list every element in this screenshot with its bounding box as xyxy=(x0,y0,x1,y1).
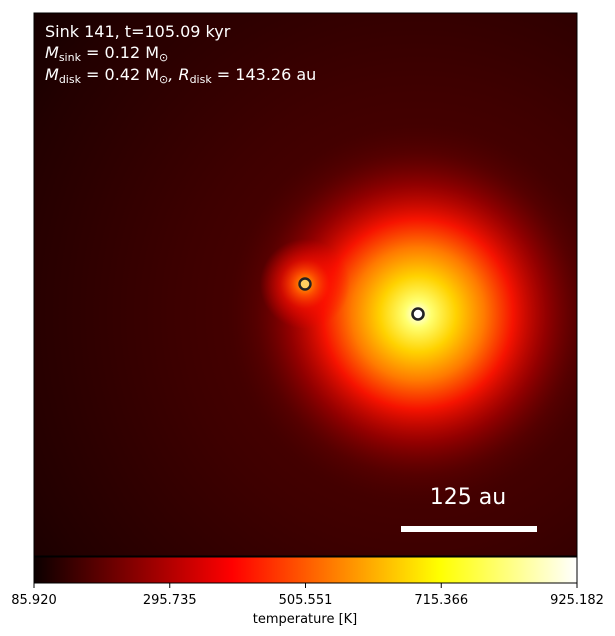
disk-mass-value: = 0.42 M xyxy=(81,65,159,84)
disk-info-label: Mdisk = 0.42 M⊙, Rdisk = 143.26 au xyxy=(45,65,316,86)
sink-mass-value: = 0.12 M xyxy=(81,43,159,62)
disk-radius-symbol: , R xyxy=(168,65,189,84)
secondary-sink-marker xyxy=(298,277,312,291)
sink-mass-symbol: M xyxy=(45,43,59,62)
colorbar-tick-label: 505.551 xyxy=(279,593,333,608)
primary-sink-marker xyxy=(411,307,425,321)
scalebar xyxy=(401,526,537,532)
sun-symbol-icon: ⊙ xyxy=(159,73,168,86)
disk-mass-subscript: disk xyxy=(59,73,82,86)
colorbar-gradient xyxy=(33,556,578,584)
colorbar-label: temperature [K] xyxy=(253,612,358,627)
sink-mass-label: Msink = 0.12 M⊙ xyxy=(45,43,168,64)
sink-title: Sink 141, t=105.09 kyr xyxy=(45,22,231,41)
temperature-map xyxy=(34,13,577,556)
disk-radius-subscript: disk xyxy=(190,73,213,86)
colorbar: 85.920 295.735 505.551 715.366 925.182 tempe… xyxy=(11,556,604,627)
plot-frame xyxy=(33,12,578,557)
disk-radius-value: = 143.26 au xyxy=(212,65,317,84)
colorbar-tick-label: 925.182 xyxy=(550,593,604,608)
scalebar-label: 125 au xyxy=(430,485,506,510)
disk-mass-symbol: M xyxy=(45,65,59,84)
colorbar-tick-label: 85.920 xyxy=(11,593,57,608)
colorbar-tick-label: 295.735 xyxy=(143,593,197,608)
sun-symbol-icon: ⊙ xyxy=(159,51,168,64)
sink-mass-subscript: sink xyxy=(59,51,82,64)
colorbar-ticks: 85.920 295.735 505.551 715.366 925.182 xyxy=(11,583,604,608)
colorbar-tick-label: 715.366 xyxy=(414,593,468,608)
